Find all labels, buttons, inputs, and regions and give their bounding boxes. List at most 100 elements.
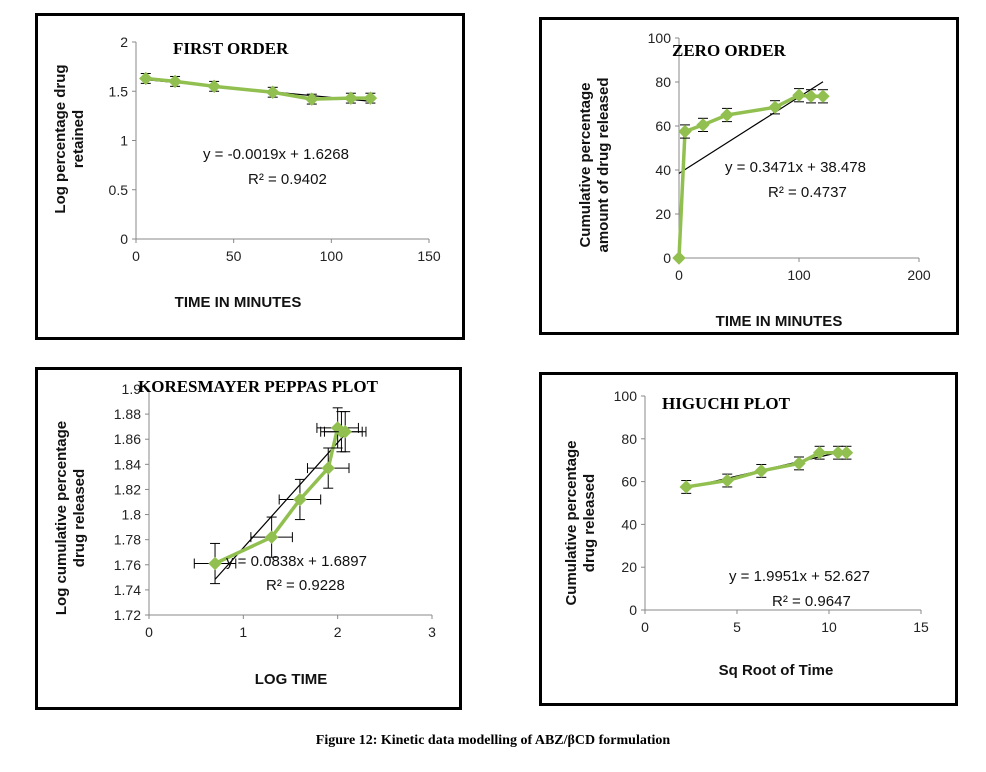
y-tick-label: 1.86 [114,431,141,447]
data-point [338,424,352,439]
y-axis-label-line: retained [70,110,87,168]
x-tick-label: 0 [675,267,683,283]
data-point [208,556,222,571]
data-point [816,89,830,104]
y-tick-label: 1.72 [114,607,141,623]
data-point [839,446,854,460]
y-tick-label: 0.5 [109,182,129,198]
data-point [754,464,768,478]
x-axis-label: TIME IN MINUTES [716,313,843,330]
koresmayer-peppas-chart: 1.72 1.74 1.76 1.78 1.8 1.82 1.84 1.86 1.88 1.9 0 1… [53,377,436,688]
data-point [266,85,280,99]
data-point [720,473,734,488]
y-tick-label: 1 [120,133,128,149]
x-tick-label: 1 [239,624,247,640]
y-tick-label: 0 [663,250,671,266]
data-point [139,71,153,86]
data-point [792,456,806,471]
data-point [168,74,182,89]
data-point [720,108,734,122]
data-point [305,92,319,106]
x-tick-label: 0 [145,624,153,640]
x-tick-label: 100 [787,267,811,283]
data-point [264,530,279,544]
y-tick-label: 40 [655,162,671,178]
x-tick-label: 0 [641,619,649,635]
x-tick-label: 2 [334,624,342,640]
y-tick-label: 2 [120,34,128,50]
y-tick-label: 20 [621,559,637,575]
chart-title: ZERO ORDER [672,41,787,60]
x-tick-label: 0 [132,248,140,264]
y-tick-label: 1.88 [114,406,141,422]
data-point [804,89,818,104]
data-point [812,446,827,460]
y-tick-label: 1.74 [114,582,141,598]
x-tick-label: 5 [733,619,741,635]
x-tick-label: 50 [226,248,242,264]
y-tick-label: 0 [120,231,128,247]
y-tick-label: 80 [655,74,671,90]
trend-equation: y = 0.3471x + 38.478 [725,159,866,176]
y-axis-label-line: Log percentage drug [52,64,69,213]
y-tick-label: 60 [655,118,671,134]
y-tick-label: 60 [621,474,637,490]
x-tick-label: 15 [913,619,929,635]
y-axis-label: Cumulative percentageamount of drug rele… [577,77,612,252]
y-tick-label: 80 [621,431,637,447]
trend-equation: y = 0.0838x + 1.6897 [226,553,367,570]
y-axis-label: Log cumulative percentagedrug released [53,421,88,615]
data-point [293,492,307,507]
chart-title: FIRST ORDER [173,39,289,58]
x-axis-label: Sq Root of Time [719,662,834,679]
data-point [696,118,710,132]
data-point [768,100,782,115]
x-axis-label: LOG TIME [255,671,328,688]
y-tick-label: 1.8 [122,507,142,523]
y-tick-label: 1.9 [122,381,142,397]
y-tick-label: 100 [614,388,638,404]
y-axis-label: Log percentage drugretained [52,64,87,213]
y-tick-label: 0 [629,602,637,618]
higuchi-panel: 0 20 40 60 80 100 0 5 10 15 Sq Root of Time Cumulat… [539,372,958,706]
y-tick-label: 1.5 [109,83,129,99]
y-axis-label: Cumulative percentagedrug released [563,440,598,605]
zero-order-chart: 0 20 40 60 80 100 0 100 200 TIME IN MINUTES Cumula… [577,30,931,330]
data-point [678,124,692,139]
first-order-chart: 0 0.5 1 1.5 2 0 50 100 150 TIME IN MINUTES Log per… [52,34,441,311]
trend-equation: y = 1.9951x + 52.627 [729,568,870,585]
figure-caption: Figure 12: Kinetic data modelling of ABZ… [315,733,671,748]
x-axis-label: TIME IN MINUTES [175,294,302,311]
y-axis-label-line: amount of drug released [595,77,612,252]
data-point [672,251,686,265]
x-tick-label: 100 [320,248,344,264]
first-order-panel: 0 0.5 1 1.5 2 0 50 100 150 TIME IN MINUTES Log per… [35,13,465,340]
y-tick-label: 1.84 [114,456,141,472]
y-axis-label-line: Cumulative percentage [563,440,580,605]
y-tick-label: 1.76 [114,557,141,573]
y-axis-label-line: Cumulative percentage [577,82,594,247]
y-tick-label: 1.78 [114,532,141,548]
x-tick-label: 200 [907,267,931,283]
x-tick-label: 150 [417,248,441,264]
y-axis-label-line: drug released [71,469,88,567]
series-line [677,93,823,259]
koresmayer-peppas-panel: 1.72 1.74 1.76 1.78 1.8 1.82 1.84 1.86 1.88 1.9 0 1… [35,367,462,710]
y-tick-label: 40 [621,516,637,532]
y-tick-label: 20 [655,206,671,222]
zero-order-panel: 0 20 40 60 80 100 0 100 200 TIME IN MINUTES Cumula… [539,17,959,335]
higuchi-chart: 0 20 40 60 80 100 0 5 10 15 Sq Root of Time Cumulat… [563,388,929,679]
data-point [792,88,806,102]
data-point [679,480,693,494]
data-point [363,91,378,105]
y-axis-label-line: Log cumulative percentage [53,421,70,615]
y-tick-label: 1.82 [114,481,141,497]
data-point [344,91,358,105]
data-point [321,461,335,475]
trend-equation: y = -0.0019x + 1.6268 [203,146,349,163]
r-squared: R² = 0.9647 [772,593,851,610]
chart-title: HIGUCHI PLOT [662,394,791,413]
r-squared: R² = 0.4737 [768,184,847,201]
data-point [207,79,221,94]
chart-title: KORESMAYER PEPPAS PLOT [138,377,379,396]
